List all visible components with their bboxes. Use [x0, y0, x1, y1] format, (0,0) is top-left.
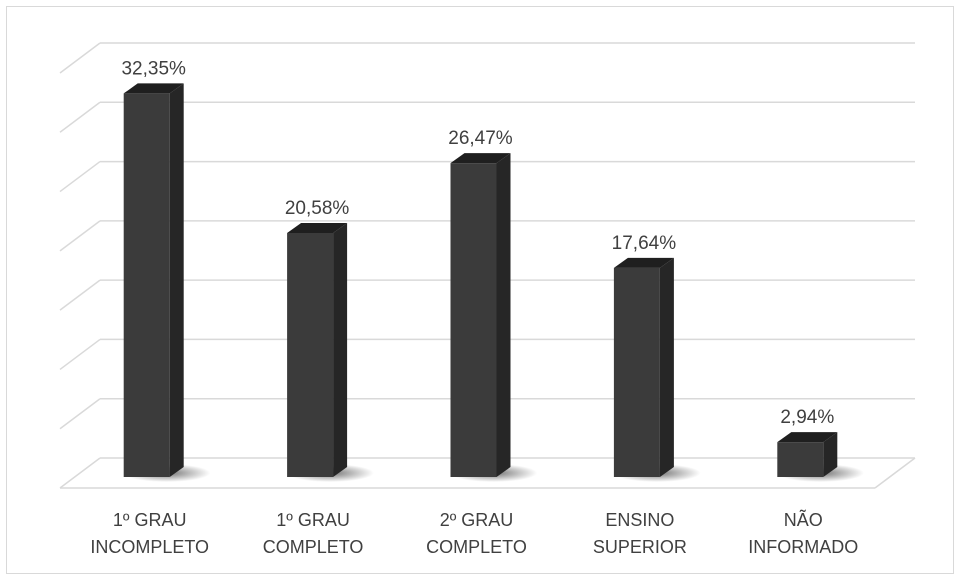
bar	[777, 442, 824, 477]
bar-top	[123, 83, 184, 94]
floor-edge-right	[874, 457, 916, 489]
bar	[450, 163, 497, 478]
bar-side	[823, 432, 838, 477]
category-label: INFORMADO	[748, 537, 858, 557]
bar	[123, 93, 170, 478]
bar-side	[169, 83, 184, 478]
category-label: 1º GRAU	[276, 510, 350, 530]
bar-side	[496, 153, 511, 478]
category-label: INCOMPLETO	[90, 537, 209, 557]
bars	[123, 83, 838, 478]
data-label: 26,47%	[448, 128, 513, 149]
value-labels: 32,35% 20,58% 26,47% 17,64% 2,94%	[121, 58, 834, 428]
bar-side	[333, 222, 348, 477]
category-label: 2º GRAU	[440, 510, 514, 530]
category-label: NÃO	[784, 509, 823, 530]
category-label: SUPERIOR	[593, 537, 687, 557]
category-label: COMPLETO	[426, 537, 527, 557]
data-label: 17,64%	[612, 233, 677, 254]
data-label: 20,58%	[285, 198, 350, 219]
gridline-side	[59, 101, 101, 133]
data-label: 32,35%	[121, 58, 186, 79]
bar	[287, 232, 334, 477]
data-label: 2,94%	[780, 407, 834, 428]
category-label: ENSINO	[605, 510, 674, 530]
gridline-side	[59, 42, 101, 74]
gridline-side	[59, 457, 101, 489]
category-label: 1º GRAU	[113, 510, 187, 530]
bar-top	[287, 222, 348, 233]
bar-side	[659, 257, 674, 477]
gridline-side	[59, 160, 101, 193]
bar	[613, 267, 660, 477]
gridline-side	[59, 279, 101, 311]
bar-top	[613, 257, 674, 268]
gridline-side	[59, 398, 101, 430]
category-label: COMPLETO	[263, 537, 364, 557]
category-labels: 1º GRAU INCOMPLETO 1º GRAU COMPLETO 2º GRAU C…	[90, 509, 858, 557]
bar-top	[450, 153, 511, 164]
bar-top	[777, 432, 838, 443]
gridline-side	[59, 338, 101, 371]
gridline-side	[59, 220, 101, 252]
